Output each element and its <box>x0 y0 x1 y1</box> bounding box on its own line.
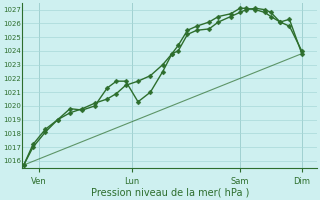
X-axis label: Pression niveau de la mer( hPa ): Pression niveau de la mer( hPa ) <box>91 187 249 197</box>
